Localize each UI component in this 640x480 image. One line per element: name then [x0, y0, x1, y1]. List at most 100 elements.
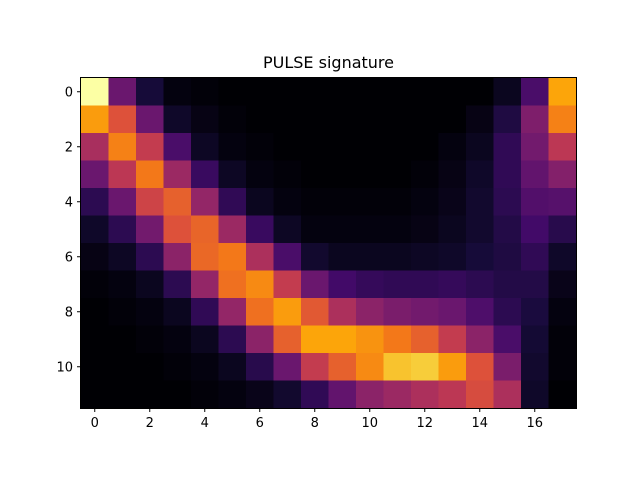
heatmap-cell-r1-c11: [383, 105, 412, 134]
x-tick-label: 8: [311, 416, 319, 431]
heatmap-cell-r5-c5: [218, 215, 247, 244]
heatmap-cell-r2-c5: [218, 133, 247, 162]
heatmap-cell-r0-c17: [548, 78, 577, 107]
heatmap-cell-r7-c5: [218, 270, 247, 299]
heatmap-cell-r11-c12: [411, 380, 440, 409]
heatmap-cell-r8-c5: [218, 298, 247, 327]
heatmap-cell-r6-c1: [108, 243, 137, 272]
heatmap-cell-r6-c4: [191, 243, 220, 272]
heatmap-cell-r7-c9: [328, 270, 357, 299]
heatmap-cell-r0-c10: [356, 78, 385, 107]
heatmap-cell-r4-c12: [411, 188, 440, 217]
heatmap-cell-r6-c10: [356, 243, 385, 272]
heatmap-cells: [81, 78, 577, 409]
heatmap-cell-r3-c13: [438, 160, 467, 189]
heatmap-cell-r7-c7: [273, 270, 302, 299]
heatmap-cell-r9-c11: [383, 325, 412, 354]
heatmap-cell-r2-c6: [246, 133, 275, 162]
x-tick-label: 16: [526, 416, 543, 431]
heatmap-cell-r11-c10: [356, 380, 385, 409]
heatmap-cell-r0-c4: [191, 78, 220, 107]
heatmap-cell-r3-c17: [548, 160, 577, 189]
heatmap-cell-r9-c0: [81, 325, 110, 354]
heatmap-cell-r11-c2: [136, 380, 165, 409]
heatmap-cell-r3-c11: [383, 160, 412, 189]
heatmap-cell-r7-c17: [548, 270, 577, 299]
heatmap-cell-r2-c13: [438, 133, 467, 162]
heatmap-cell-r7-c12: [411, 270, 440, 299]
heatmap-cell-r11-c0: [81, 380, 110, 409]
heatmap-cell-r6-c15: [493, 243, 522, 272]
heatmap-cell-r1-c10: [356, 105, 385, 134]
heatmap-cell-r0-c5: [218, 78, 247, 107]
heatmap-cell-r6-c9: [328, 243, 357, 272]
x-tick-label: 4: [201, 416, 209, 431]
heatmap-cell-r2-c3: [163, 133, 192, 162]
heatmap-cell-r3-c7: [273, 160, 302, 189]
y-tick-label: 10: [56, 360, 73, 375]
heatmap-cell-r9-c2: [136, 325, 165, 354]
heatmap-cell-r3-c2: [136, 160, 165, 189]
heatmap-cell-r4-c3: [163, 188, 192, 217]
heatmap-cell-r8-c2: [136, 298, 165, 327]
heatmap-cell-r10-c13: [438, 353, 467, 382]
heatmap-cell-r4-c6: [246, 188, 275, 217]
heatmap-cell-r5-c9: [328, 215, 357, 244]
heatmap-cell-r9-c10: [356, 325, 385, 354]
heatmap-cell-r5-c15: [493, 215, 522, 244]
heatmap-cell-r0-c8: [301, 78, 330, 107]
heatmap-cell-r4-c7: [273, 188, 302, 217]
heatmap-cell-r8-c3: [163, 298, 192, 327]
heatmap-cell-r2-c4: [191, 133, 220, 162]
heatmap-cell-r6-c2: [136, 243, 165, 272]
heatmap-cell-r10-c16: [521, 353, 550, 382]
heatmap-cell-r4-c2: [136, 188, 165, 217]
heatmap-cell-r7-c14: [466, 270, 495, 299]
y-tick-label: 2: [65, 140, 73, 155]
heatmap-cell-r8-c16: [521, 298, 550, 327]
y-tick-label: 0: [65, 85, 73, 100]
heatmap-cell-r10-c8: [301, 353, 330, 382]
heatmap-cell-r9-c1: [108, 325, 137, 354]
heatmap-cell-r5-c3: [163, 215, 192, 244]
heatmap-cell-r4-c10: [356, 188, 385, 217]
heatmap-cell-r11-c13: [438, 380, 467, 409]
heatmap-cell-r4-c0: [81, 188, 110, 217]
x-tick-label: 0: [91, 416, 99, 431]
heatmap-cell-r5-c6: [246, 215, 275, 244]
heatmap-cell-r11-c14: [466, 380, 495, 409]
heatmap-cell-r7-c10: [356, 270, 385, 299]
heatmap-cell-r7-c6: [246, 270, 275, 299]
heatmap-cell-r10-c9: [328, 353, 357, 382]
heatmap-cell-r7-c13: [438, 270, 467, 299]
heatmap-cell-r11-c8: [301, 380, 330, 409]
heatmap-cell-r4-c14: [466, 188, 495, 217]
heatmap-cell-r10-c12: [411, 353, 440, 382]
heatmap-cell-r6-c0: [81, 243, 110, 272]
x-tick-label: 2: [146, 416, 154, 431]
heatmap-cell-r2-c12: [411, 133, 440, 162]
heatmap-cell-r1-c7: [273, 105, 302, 134]
heatmap-cell-r1-c12: [411, 105, 440, 134]
y-tick-label: 6: [65, 250, 73, 265]
heatmap-cell-r9-c6: [246, 325, 275, 354]
heatmap-cell-r1-c8: [301, 105, 330, 134]
heatmap-cell-r5-c7: [273, 215, 302, 244]
heatmap-cell-r10-c17: [548, 353, 577, 382]
heatmap-cell-r10-c0: [81, 353, 110, 382]
heatmap-cell-r0-c12: [411, 78, 440, 107]
heatmap-cell-r3-c8: [301, 160, 330, 189]
heatmap-cell-r9-c15: [493, 325, 522, 354]
heatmap-cell-r5-c0: [81, 215, 110, 244]
heatmap-cell-r3-c6: [246, 160, 275, 189]
heatmap-cell-r1-c2: [136, 105, 165, 134]
heatmap-cell-r1-c3: [163, 105, 192, 134]
heatmap-cell-r9-c13: [438, 325, 467, 354]
heatmap-cell-r8-c15: [493, 298, 522, 327]
heatmap-cell-r2-c9: [328, 133, 357, 162]
heatmap-cell-r6-c17: [548, 243, 577, 272]
heatmap-cell-r11-c16: [521, 380, 550, 409]
heatmap-cell-r4-c15: [493, 188, 522, 217]
heatmap-cell-r8-c4: [191, 298, 220, 327]
heatmap-cell-r0-c0: [81, 78, 110, 107]
